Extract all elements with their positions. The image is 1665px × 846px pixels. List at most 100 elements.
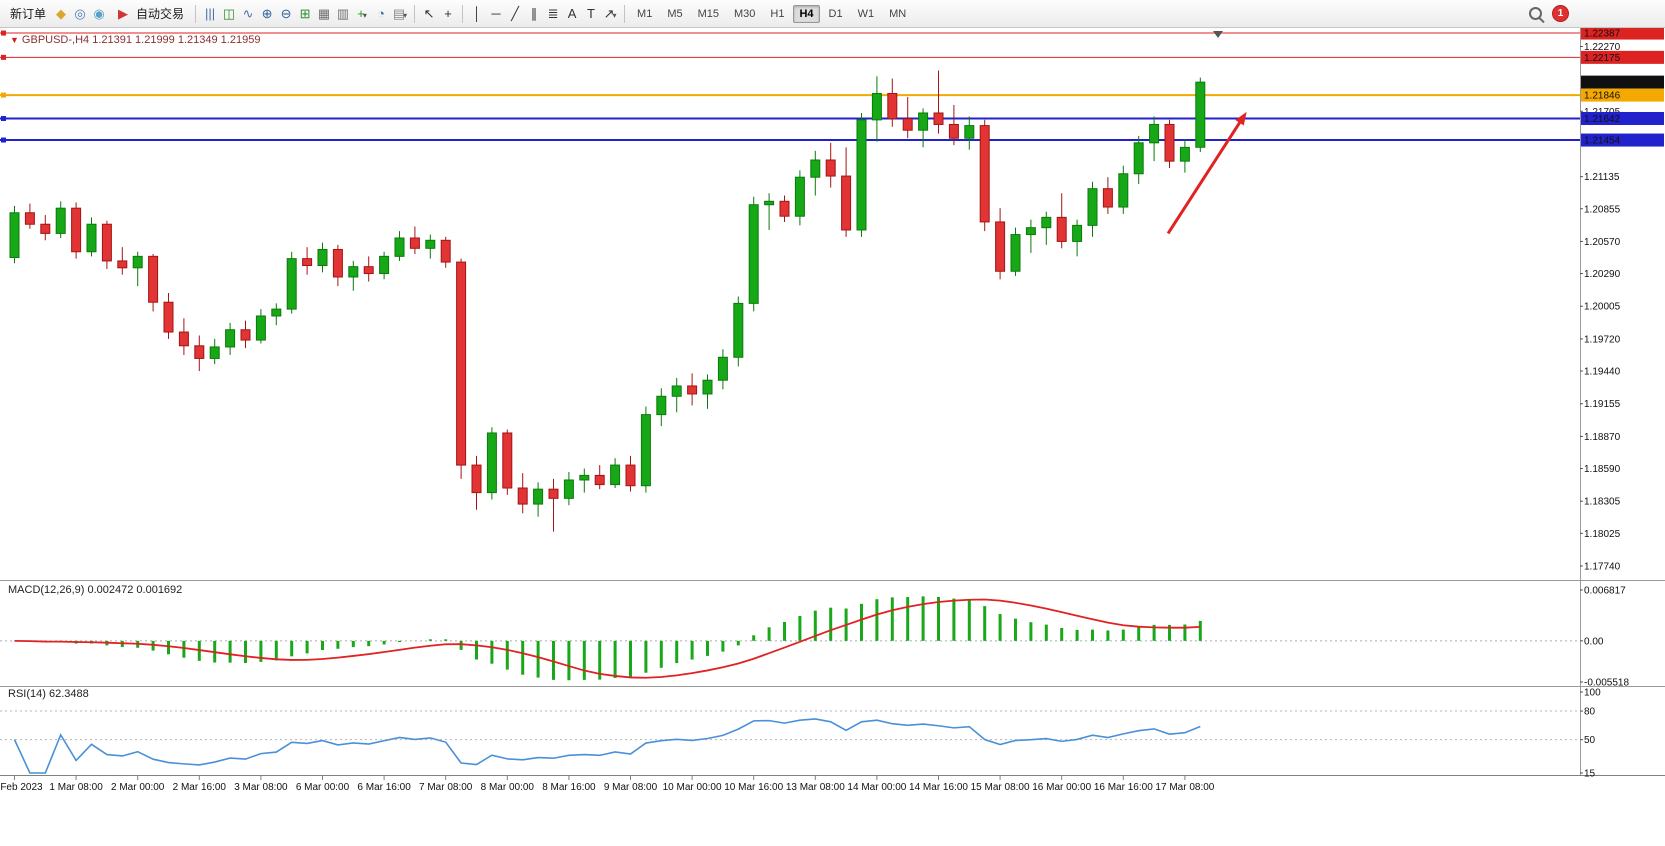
price-axis-label: 1.20005 [1584,302,1621,313]
candle [101,223,112,262]
profiles-icon[interactable]: ◎ [74,5,86,21]
price-axis-label: 1.19440 [1584,367,1621,378]
candle [517,487,528,505]
candle [209,346,220,359]
fibonacci-icon[interactable]: ≣ [547,5,559,21]
label-icon[interactable]: T [587,5,595,21]
candle [425,239,436,249]
price-tag[interactable] [1581,28,1664,40]
timeframe-m5-button[interactable]: M5 [667,7,683,20]
line-chart-icon[interactable]: ∿ [242,5,254,21]
arrows-tool-icon[interactable]: ↗▾ [603,5,617,21]
crosshair-icon[interactable]: + [444,5,452,21]
bar-chart-icon[interactable]: ||| [204,5,216,21]
cursor-icon[interactable]: ↖ [423,5,435,21]
trend-arrow-head[interactable] [1235,111,1247,126]
candle [579,474,590,481]
timeframe-h4-button[interactable]: H4 [793,4,820,23]
rsi-axis-label: 100 [1584,688,1601,699]
zoom-out-icon[interactable]: ⊖ [280,5,292,21]
autotrade-button[interactable]: ▶ 自动交易 [108,2,190,26]
candlestick-chart-icon[interactable]: ◫ [222,5,236,21]
indicators-add-icon[interactable]: +▾ [357,5,367,21]
price-axis-label: 1.19720 [1584,334,1621,345]
candle [255,315,266,341]
chart-canvas[interactable]: 1.222701.217051.211351.208551.205701.202… [0,28,1665,846]
price-axis-label: 1.20290 [1584,269,1621,280]
candle [1102,188,1113,208]
candle [871,92,882,121]
horizontal-line-icon[interactable]: ─ [491,5,501,21]
trendline-icon[interactable]: ╱ [511,5,519,21]
candle [348,266,359,278]
toolbar-separator [624,4,626,23]
timeframe-toolbar: M1 M5 M15 M30 H1 H4 D1 W1 MN [630,4,913,23]
new-chart-icon[interactable]: ◆ [56,5,67,21]
candle [640,414,651,487]
line-handle[interactable] [1,115,6,121]
candle [1025,227,1036,236]
text-icon[interactable]: A [567,5,577,21]
line-handle[interactable] [1,30,6,36]
vertical-line-icon[interactable]: │ [472,5,482,21]
channel-icon[interactable]: ∥ [530,5,538,21]
timeframe-w1-button[interactable]: W1 [857,7,875,20]
candle [24,212,35,225]
candle [1056,216,1067,242]
periods-clock-icon[interactable]: ◔ [377,5,385,21]
price-tag[interactable] [1581,50,1664,64]
price-tag[interactable] [1581,133,1664,147]
cascade-windows-icon[interactable]: ▥ [336,5,350,21]
timeframe-m1-button[interactable]: M1 [637,7,653,20]
tile-windows-icon[interactable]: ▦ [317,5,331,21]
notification-badge[interactable]: 1 [1552,5,1569,22]
templates-icon[interactable]: ▤▾ [392,5,408,21]
line-handle[interactable] [1,137,6,143]
trend-arrow[interactable] [1166,117,1244,235]
candle [933,112,944,125]
price-tag[interactable] [1581,75,1664,89]
timeframe-m15-button[interactable]: M15 [697,7,719,20]
price-tag[interactable] [1581,88,1664,102]
time-axis-label: 3 Mar 08:00 [234,782,288,793]
candle [1118,173,1129,208]
candle [1149,123,1160,144]
candle [394,237,405,257]
time-axis-label: 9 Mar 08:00 [604,782,658,793]
candle [163,301,174,333]
price-axis-label: 1.18305 [1584,497,1621,508]
candle [995,221,1006,272]
toolbar-chart-icons: ||| ◫ ∿ ⊕ ⊖ ⊞ ▦ ▥ +▾ ◔ ▤▾ [201,4,409,24]
grid-icon[interactable]: ⊞ [299,5,311,21]
chart-shift-marker[interactable] [1213,31,1223,38]
price-axis-label: 1.17740 [1584,562,1621,573]
time-axis-label: 17 Mar 08:00 [1155,782,1214,793]
line-handle[interactable] [1,54,6,60]
price-axis-label: 1.18870 [1584,432,1621,443]
chevron-down-icon: ▾ [362,10,367,20]
search-icon[interactable] [1529,7,1542,20]
market-watch-icon[interactable]: ◉ [93,5,105,21]
new-order-button[interactable]: 新订单 [4,3,52,24]
zoom-in-icon[interactable]: ⊕ [261,5,273,21]
candle [440,239,451,263]
macd-title: MACD(12,26,9) 0.002472 0.001692 [8,584,183,596]
macd-axis-label: 0.006817 [1584,586,1626,597]
time-axis-label: 14 Mar 00:00 [847,782,906,793]
candle [810,159,821,178]
time-axis-label: 10 Mar 00:00 [663,782,722,793]
time-axis-label: 1 Mar 08:00 [49,782,103,793]
price-axis-label: 1.20855 [1584,204,1621,215]
time-axis-label: 15 Mar 08:00 [971,782,1030,793]
time-axis-label: 6 Mar 00:00 [296,782,350,793]
toolbar-pointer-icons: ↖ + [420,4,457,24]
chart-title: ▼ GBPUSD-,H4 1.21391 1.21999 1.21349 1.21… [10,34,260,46]
candle [332,248,343,278]
timeframe-mn-button[interactable]: MN [889,7,907,20]
timeframe-m30-button[interactable]: M30 [734,7,756,20]
timeframe-d1-button[interactable]: D1 [828,7,843,20]
timeframe-h1-button[interactable]: H1 [770,7,785,20]
price-tag[interactable] [1581,111,1664,125]
candle [456,261,467,466]
line-handle[interactable] [1,92,6,98]
